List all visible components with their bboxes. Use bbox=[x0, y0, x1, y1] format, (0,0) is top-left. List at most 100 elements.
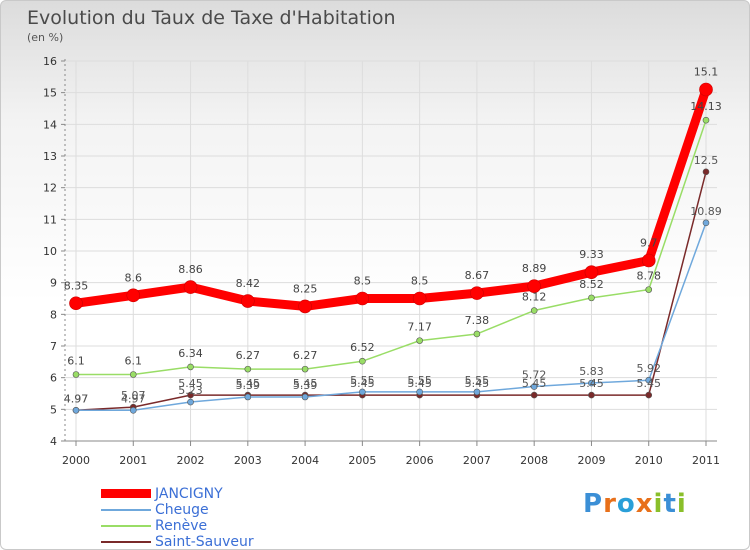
x-tick-label-2007: 2007 bbox=[463, 454, 491, 467]
chart-title: Evolution du Taux de Taxe d'Habitation bbox=[27, 7, 396, 29]
x-tick-label-2004: 2004 bbox=[291, 454, 319, 467]
x-tick-label-2010: 2010 bbox=[635, 454, 663, 467]
series-line-jancigny bbox=[71, 85, 711, 311]
point-cheuge-2009 bbox=[588, 379, 595, 387]
series-line-cheuge bbox=[75, 222, 707, 412]
logo-letter: i bbox=[653, 489, 664, 519]
data-label-cheuge-2000: 4.97 bbox=[64, 392, 89, 405]
point-cheuge-2006 bbox=[416, 388, 423, 396]
data-label-cheuge-2010: 5.92 bbox=[636, 362, 661, 375]
point-ren-ve-2002 bbox=[187, 363, 194, 371]
point-saint-sauveur-2010 bbox=[645, 391, 653, 399]
data-label-saint-sauveur-2000: 4.97 bbox=[64, 392, 89, 405]
y-tick-label-12: 12 bbox=[43, 182, 57, 195]
data-label-ren-ve-2010: 8.78 bbox=[636, 270, 661, 283]
point-cheuge-2002 bbox=[187, 398, 194, 406]
x-tick-label-2001: 2001 bbox=[119, 454, 147, 467]
series-layer bbox=[69, 82, 713, 414]
data-label-ren-ve-2004: 6.27 bbox=[293, 349, 318, 362]
x-tick-label-2011: 2011 bbox=[692, 454, 720, 467]
data-label-saint-sauveur-2008: 5.45 bbox=[522, 377, 547, 390]
data-label-ren-ve-2006: 7.17 bbox=[407, 321, 432, 334]
data-label-ren-ve-2000: 6.1 bbox=[67, 355, 85, 368]
data-label-ren-ve-2003: 6.27 bbox=[236, 349, 261, 362]
y-tick-label-5: 5 bbox=[50, 403, 57, 416]
point-jancigny-2008 bbox=[527, 279, 541, 293]
series-line-ren-ve bbox=[75, 119, 707, 376]
data-label-jancigny-2003: 8.42 bbox=[236, 277, 261, 290]
data-label-jancigny-2011: 15.1 bbox=[694, 66, 719, 79]
data-label-jancigny-2004: 8.25 bbox=[293, 282, 318, 295]
point-ren-ve-2004 bbox=[301, 365, 309, 373]
point-ren-ve-2011 bbox=[702, 116, 710, 124]
y-tick-label-14: 14 bbox=[43, 118, 57, 131]
point-ren-ve-2001 bbox=[129, 371, 137, 378]
legend-label-saint-sauveur: Saint-Sauveur bbox=[155, 534, 254, 550]
point-jancigny-2009 bbox=[584, 265, 599, 280]
x-tick-label-2003: 2003 bbox=[234, 454, 262, 467]
data-label-ren-ve-2005: 6.52 bbox=[350, 341, 375, 354]
data-label-cheuge-2011: 10.89 bbox=[690, 205, 722, 218]
point-ren-ve-2005 bbox=[359, 357, 366, 365]
legend-swatch-reneve bbox=[101, 525, 151, 527]
point-cheuge-2001 bbox=[129, 406, 137, 414]
x-tick-label-2002: 2002 bbox=[177, 454, 205, 467]
y-tick-label-9: 9 bbox=[50, 277, 57, 290]
data-label-saint-sauveur-2001: 5.07 bbox=[121, 389, 146, 402]
axes: 4 5 6 7 8 9 10 11 12 13 14 15 16 2000 2001 2002 2003 2004… bbox=[43, 55, 720, 467]
data-label-jancigny-2007: 8.67 bbox=[465, 269, 490, 282]
legend-item-jancigny: JANCIGNY bbox=[101, 486, 301, 502]
legend-swatch-cheuge bbox=[101, 509, 151, 511]
data-label-saint-sauveur-2007: 5.45 bbox=[465, 377, 490, 390]
point-ren-ve-2000 bbox=[72, 371, 80, 378]
point-cheuge-2003 bbox=[244, 393, 252, 401]
y-tick-label-13: 13 bbox=[43, 150, 57, 163]
x-tick-label-2008: 2008 bbox=[520, 454, 548, 467]
y-tick-label-7: 7 bbox=[50, 340, 57, 353]
legend-item-cheuge: Cheuge bbox=[101, 502, 301, 518]
data-label-jancigny-2001: 8.6 bbox=[125, 271, 143, 284]
data-label-cheuge-2005: 5.55 bbox=[350, 374, 375, 387]
point-cheuge-2008 bbox=[530, 383, 538, 390]
data-label-cheuge-2006: 5.55 bbox=[407, 374, 432, 387]
logo-letter: r bbox=[603, 489, 617, 519]
point-ren-ve-2009 bbox=[588, 294, 595, 302]
proxiti-logo: Proxiti bbox=[583, 489, 687, 519]
data-label-ren-ve-2009: 8.52 bbox=[579, 278, 604, 291]
data-label-saint-sauveur-2010: 5.45 bbox=[636, 377, 661, 390]
point-cheuge-2011 bbox=[702, 219, 710, 227]
y-tick-label-15: 15 bbox=[43, 87, 57, 100]
y-tick-label-16: 16 bbox=[43, 55, 57, 68]
y-tick-label-11: 11 bbox=[43, 213, 57, 226]
data-label-saint-sauveur-2006: 5.45 bbox=[407, 377, 432, 390]
point-jancigny-2007 bbox=[470, 286, 484, 300]
legend: JANCIGNY Cheuge Renève Saint-Sauveur bbox=[101, 486, 301, 550]
point-saint-sauveur-2011 bbox=[702, 168, 710, 176]
point-jancigny-2001 bbox=[126, 288, 141, 303]
point-cheuge-2005 bbox=[359, 388, 366, 396]
point-cheuge-2007 bbox=[473, 388, 481, 396]
y-tick-label-10: 10 bbox=[43, 245, 57, 258]
logo-letter: P bbox=[583, 489, 604, 519]
point-jancigny-2010 bbox=[641, 253, 656, 268]
data-label-saint-sauveur-2005: 5.45 bbox=[350, 377, 375, 390]
point-ren-ve-2008 bbox=[530, 307, 538, 314]
point-saint-sauveur-2002 bbox=[187, 391, 194, 399]
point-cheuge-2004 bbox=[301, 393, 309, 401]
data-label-jancigny-2008: 8.89 bbox=[522, 262, 547, 275]
point-ren-ve-2010 bbox=[645, 286, 653, 293]
logo-letter: x bbox=[635, 489, 654, 519]
data-label-cheuge-2007: 5.55 bbox=[465, 374, 490, 387]
point-jancigny-2006 bbox=[412, 291, 427, 306]
x-tick-label-2005: 2005 bbox=[348, 454, 376, 467]
data-label-cheuge-2002: 5.23 bbox=[178, 384, 203, 397]
y-tick-label-4: 4 bbox=[50, 435, 57, 448]
point-jancigny-2011 bbox=[699, 82, 713, 97]
data-label-cheuge-2004: 5.39 bbox=[293, 379, 318, 392]
x-tick-label-2006: 2006 bbox=[406, 454, 434, 467]
logo-letter: i bbox=[676, 489, 687, 519]
legend-swatch-saint-sauveur bbox=[101, 541, 151, 543]
data-label-ren-ve-2007: 7.38 bbox=[465, 314, 490, 327]
x-tick-label-2009: 2009 bbox=[577, 454, 605, 467]
